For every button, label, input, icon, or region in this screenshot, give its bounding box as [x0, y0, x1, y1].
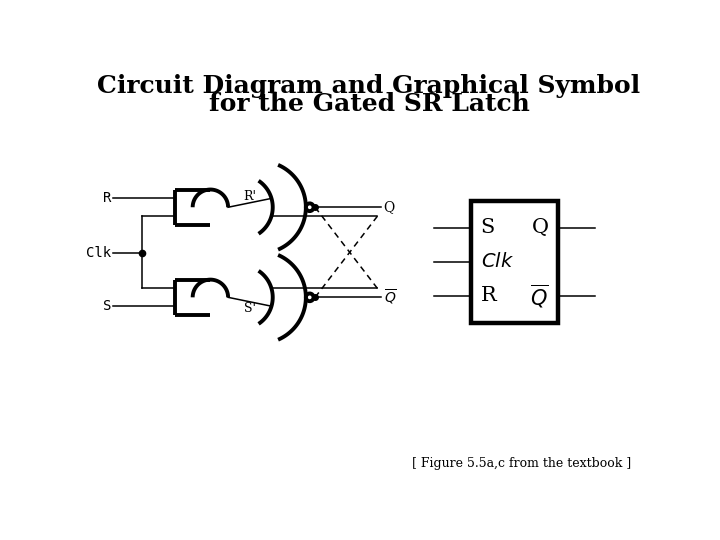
Text: Circuit Diagram and Graphical Symbol: Circuit Diagram and Graphical Symbol	[97, 74, 641, 98]
Text: R': R'	[243, 191, 256, 204]
Text: S: S	[481, 218, 495, 238]
Bar	[472, 201, 558, 323]
Text: $\overline{Q}$: $\overline{Q}$	[384, 288, 397, 307]
Text: R: R	[103, 191, 111, 205]
Text: Q: Q	[384, 200, 395, 214]
Text: for the Gated SR Latch: for the Gated SR Latch	[209, 92, 529, 116]
Text: S': S'	[244, 302, 256, 315]
Text: Clk: Clk	[86, 246, 111, 260]
Text: $\mathit{Clk}$: $\mathit{Clk}$	[481, 252, 513, 272]
Text: S: S	[103, 299, 111, 313]
Text: $\overline{Q}$: $\overline{Q}$	[530, 282, 549, 310]
Text: R: R	[481, 287, 496, 306]
Text: [ Figure 5.5a,c from the textbook ]: [ Figure 5.5a,c from the textbook ]	[412, 457, 631, 470]
Text: Q: Q	[531, 218, 549, 238]
